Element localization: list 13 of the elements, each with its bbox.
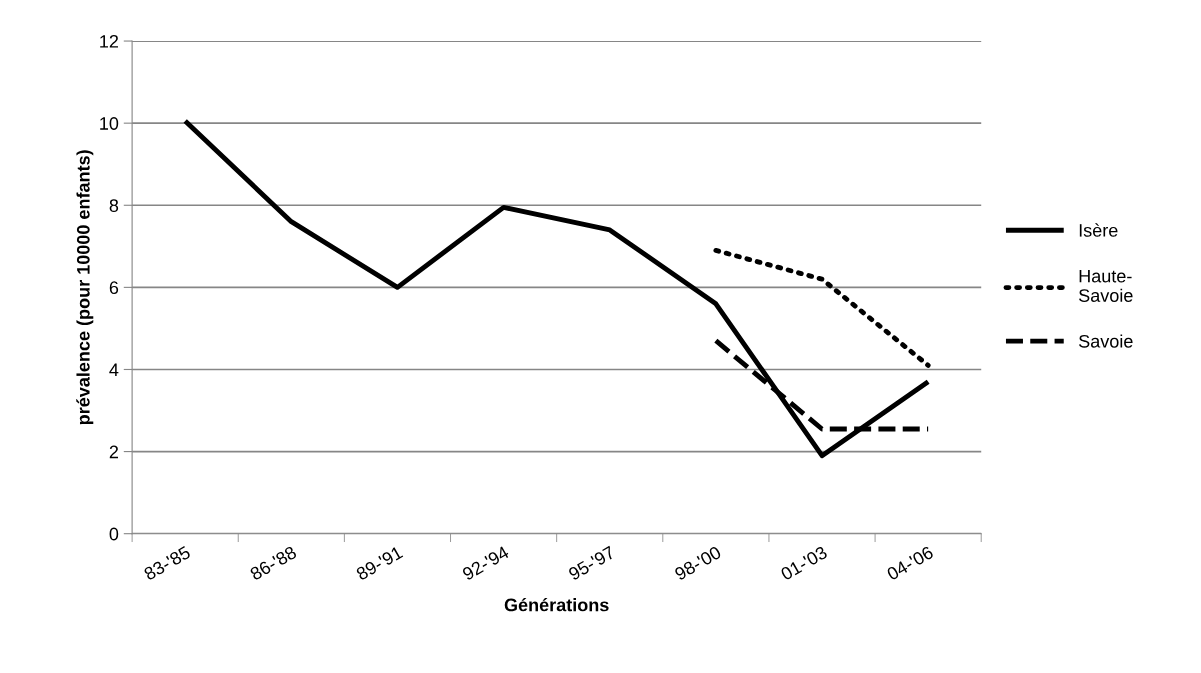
legend-label: Haute- Savoie (1079, 269, 1133, 302)
line-series (182, 118, 931, 459)
legend-label: Isère (1079, 223, 1118, 237)
y-axis-title: prévalence (pour 10000 enfants) (76, 150, 94, 425)
y-tick-label: 12 (100, 34, 119, 48)
y-tick-label: 2 (109, 445, 119, 459)
y-tick-label: 4 (109, 363, 119, 377)
y-tick-label: 8 (109, 199, 119, 212)
y-tick-label: 6 (109, 281, 119, 295)
legend-label: Savoie (1079, 334, 1133, 348)
y-tick-label: 10 (100, 117, 119, 130)
x-axis-title: Générations (504, 597, 609, 612)
y-tick-label: 0 (109, 527, 119, 541)
